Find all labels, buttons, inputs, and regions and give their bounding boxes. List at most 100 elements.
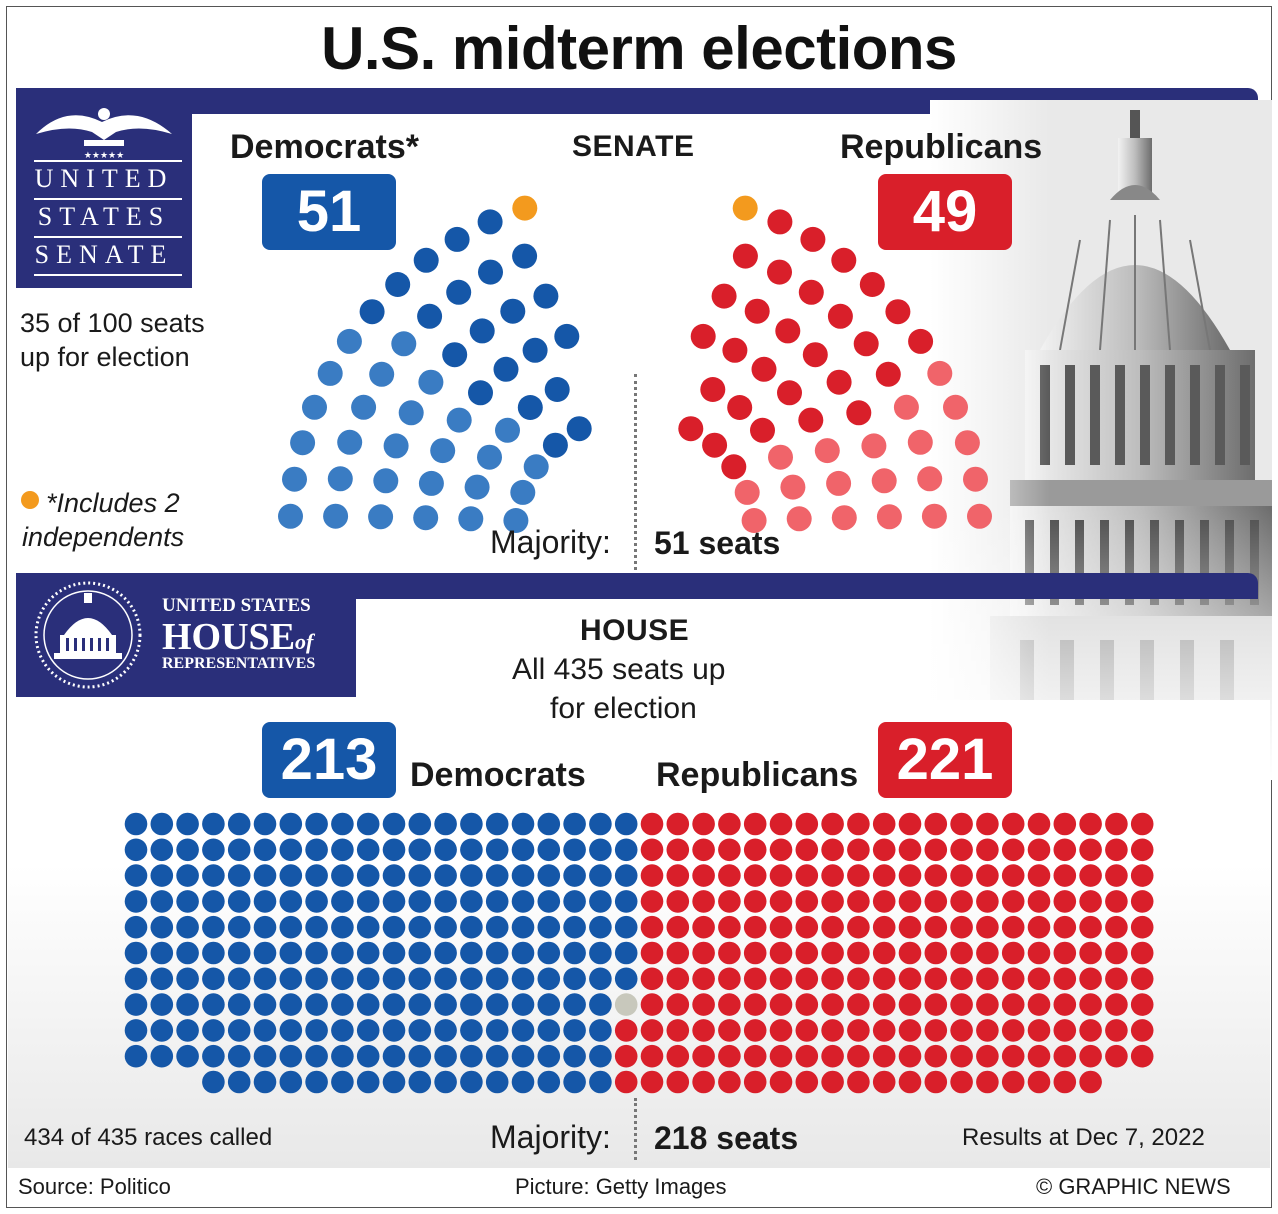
- house-seat: [460, 838, 483, 862]
- house-seat: [666, 967, 690, 991]
- senate-seat: [503, 508, 529, 533]
- house-seat: [485, 967, 509, 991]
- house-seat: [563, 941, 586, 965]
- house-seat: [537, 1070, 561, 1094]
- senate-seat: [523, 454, 549, 480]
- house-seat: [150, 967, 174, 991]
- house-seat: [589, 1070, 612, 1094]
- house-seat: [821, 1044, 844, 1068]
- house-seat: [872, 812, 896, 836]
- house-seat: [692, 864, 715, 887]
- senate-seat: [391, 331, 417, 357]
- house-seat: [434, 993, 457, 1016]
- house-seat: [718, 890, 741, 913]
- senate-seat: [351, 394, 377, 420]
- house-seat: [305, 1044, 328, 1068]
- senate-seat: [385, 272, 411, 297]
- house-seat: [460, 993, 483, 1016]
- house-seat: [331, 915, 354, 939]
- house-seat: [176, 864, 199, 887]
- house-seat: [640, 864, 664, 887]
- house-seat: [150, 864, 174, 887]
- senate-seat: [768, 444, 793, 470]
- house-seat: [1079, 1070, 1102, 1094]
- house-seat: [356, 838, 380, 862]
- house-seat: [718, 915, 741, 939]
- house-seat: [898, 890, 922, 913]
- house-seat: [666, 941, 690, 965]
- house-seat: [408, 890, 432, 913]
- senate-seat: [859, 272, 885, 297]
- house-seat: [537, 1019, 561, 1042]
- house-seat: [924, 941, 948, 965]
- house-seat: [976, 915, 999, 939]
- house-democrats-count: 213: [262, 722, 396, 798]
- house-seat: [1130, 838, 1154, 862]
- house-seat: [1001, 890, 1025, 913]
- house-seat: [1001, 1019, 1025, 1042]
- house-seat: [614, 993, 638, 1016]
- senate-seat: [468, 380, 493, 406]
- house-seat: [872, 1019, 896, 1042]
- house-seat: [124, 1044, 148, 1068]
- house-seat: [460, 864, 483, 887]
- house-seat: [692, 812, 715, 836]
- house-seat: [537, 967, 561, 991]
- house-seat: [640, 1044, 664, 1068]
- house-seat: [253, 864, 277, 887]
- house-seat: [305, 838, 328, 862]
- house-seat: [666, 838, 690, 862]
- house-seat: [1105, 1019, 1128, 1042]
- house-seat: [1001, 941, 1025, 965]
- house-seat: [305, 812, 328, 836]
- house-seat: [305, 864, 328, 887]
- house-seat: [769, 967, 793, 991]
- house-seat: [924, 1070, 948, 1094]
- senate-seat: [831, 505, 857, 531]
- page-title: U.S. midterm elections: [321, 15, 957, 82]
- house-seat: [847, 941, 870, 965]
- house-seat: [305, 941, 328, 965]
- house-seat: [356, 993, 380, 1016]
- house-seat: [382, 941, 406, 965]
- house-seat: [1079, 1019, 1102, 1042]
- house-seat: [1130, 993, 1154, 1016]
- house-seat: [485, 1070, 509, 1094]
- house-seat: [872, 864, 896, 887]
- senate-seat: [732, 195, 758, 221]
- house-seat: [537, 890, 561, 913]
- house-seat: [743, 967, 767, 991]
- house-seat: [408, 967, 432, 991]
- house-seat: [1053, 1044, 1077, 1068]
- house-seat: [821, 915, 844, 939]
- house-seat: [950, 838, 973, 862]
- senate-seat: [876, 504, 902, 530]
- house-seat: [847, 1044, 870, 1068]
- house-seat: [176, 993, 199, 1016]
- house-seat: [692, 941, 715, 965]
- house-seat: [253, 915, 277, 939]
- house-races-called: 434 of 435 races called: [24, 1124, 273, 1151]
- house-seat: [563, 915, 586, 939]
- house-seat: [382, 1044, 406, 1068]
- senate-seat: [413, 247, 439, 273]
- house-seat: [743, 864, 767, 887]
- house-seat: [1105, 941, 1128, 965]
- house-seat: [872, 941, 896, 965]
- house-seat: [537, 838, 561, 862]
- house-seat: [511, 1044, 535, 1068]
- house-seat: [1130, 1044, 1154, 1068]
- senate-seat: [846, 400, 872, 426]
- house-seat: [718, 838, 741, 862]
- house-logo-word-of: of: [295, 629, 314, 654]
- eagle-icon: ★★★★★: [36, 108, 172, 161]
- house-seat: [872, 1044, 896, 1068]
- house-seat: [331, 941, 354, 965]
- house-seat: [976, 838, 999, 862]
- house-seat: [898, 915, 922, 939]
- house-seat: [563, 864, 586, 887]
- house-seat: [331, 993, 354, 1016]
- house-seat: [1053, 993, 1077, 1016]
- house-seat: [1105, 993, 1128, 1016]
- house-seat: [253, 1019, 277, 1042]
